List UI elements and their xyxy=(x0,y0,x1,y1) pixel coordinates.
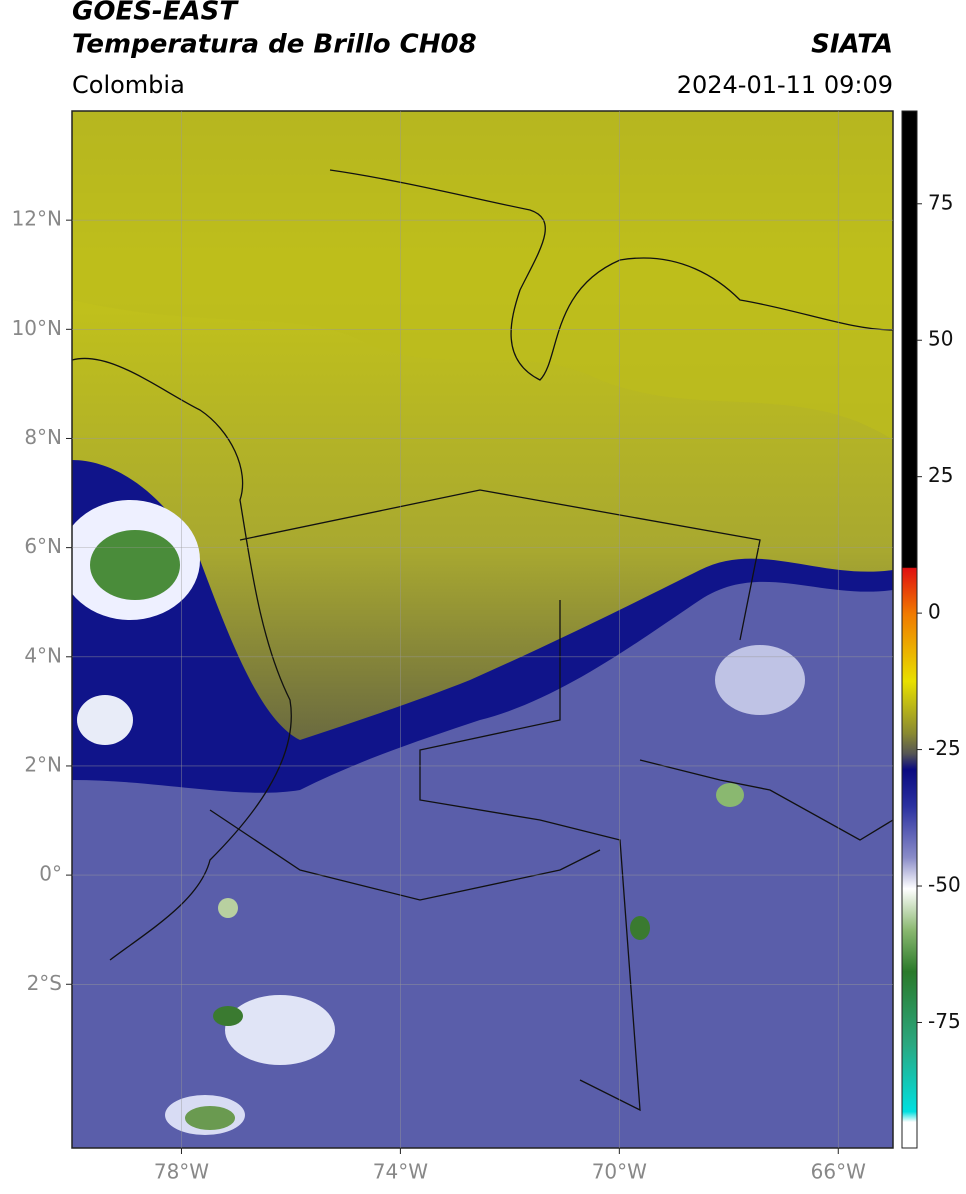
y-tick-label: 12°N xyxy=(12,207,62,231)
colorbar-tick-label: 75 xyxy=(928,190,953,214)
colorbar-tick-label: -50 xyxy=(928,873,961,897)
y-tick-label: 2°S xyxy=(27,971,62,995)
colorbar-tick-label: 0 xyxy=(928,600,941,624)
y-tick-label: 0° xyxy=(39,862,62,886)
region: Colombia xyxy=(72,71,185,99)
y-tick-label: 6°N xyxy=(24,534,62,558)
x-tick-label: 70°W xyxy=(592,1160,647,1184)
y-tick-label: 4°N xyxy=(24,643,62,667)
x-tick-label: 74°W xyxy=(373,1160,428,1184)
title: GOES-EAST xyxy=(72,0,239,27)
colorbar xyxy=(901,110,918,1149)
map-frame xyxy=(71,110,894,1149)
y-tick-label: 8°N xyxy=(24,425,62,449)
y-tick-label: 2°N xyxy=(24,752,62,776)
x-tick-label: 78°W xyxy=(154,1160,209,1184)
colorbar-tick-label: -75 xyxy=(928,1009,961,1033)
datetime: 2024-01-11 09:09 xyxy=(677,71,893,99)
subtitle: Temperatura de Brillo CH08 xyxy=(72,30,477,60)
colorbar-tick-label: 25 xyxy=(928,463,953,487)
colorbar-tick-label: 50 xyxy=(928,327,953,351)
source: SIATA xyxy=(811,30,893,60)
colorbar-tick-label: -25 xyxy=(928,736,961,760)
x-tick-label: 66°W xyxy=(811,1160,866,1184)
satellite-image xyxy=(72,111,893,1148)
y-tick-label: 10°N xyxy=(12,316,62,340)
